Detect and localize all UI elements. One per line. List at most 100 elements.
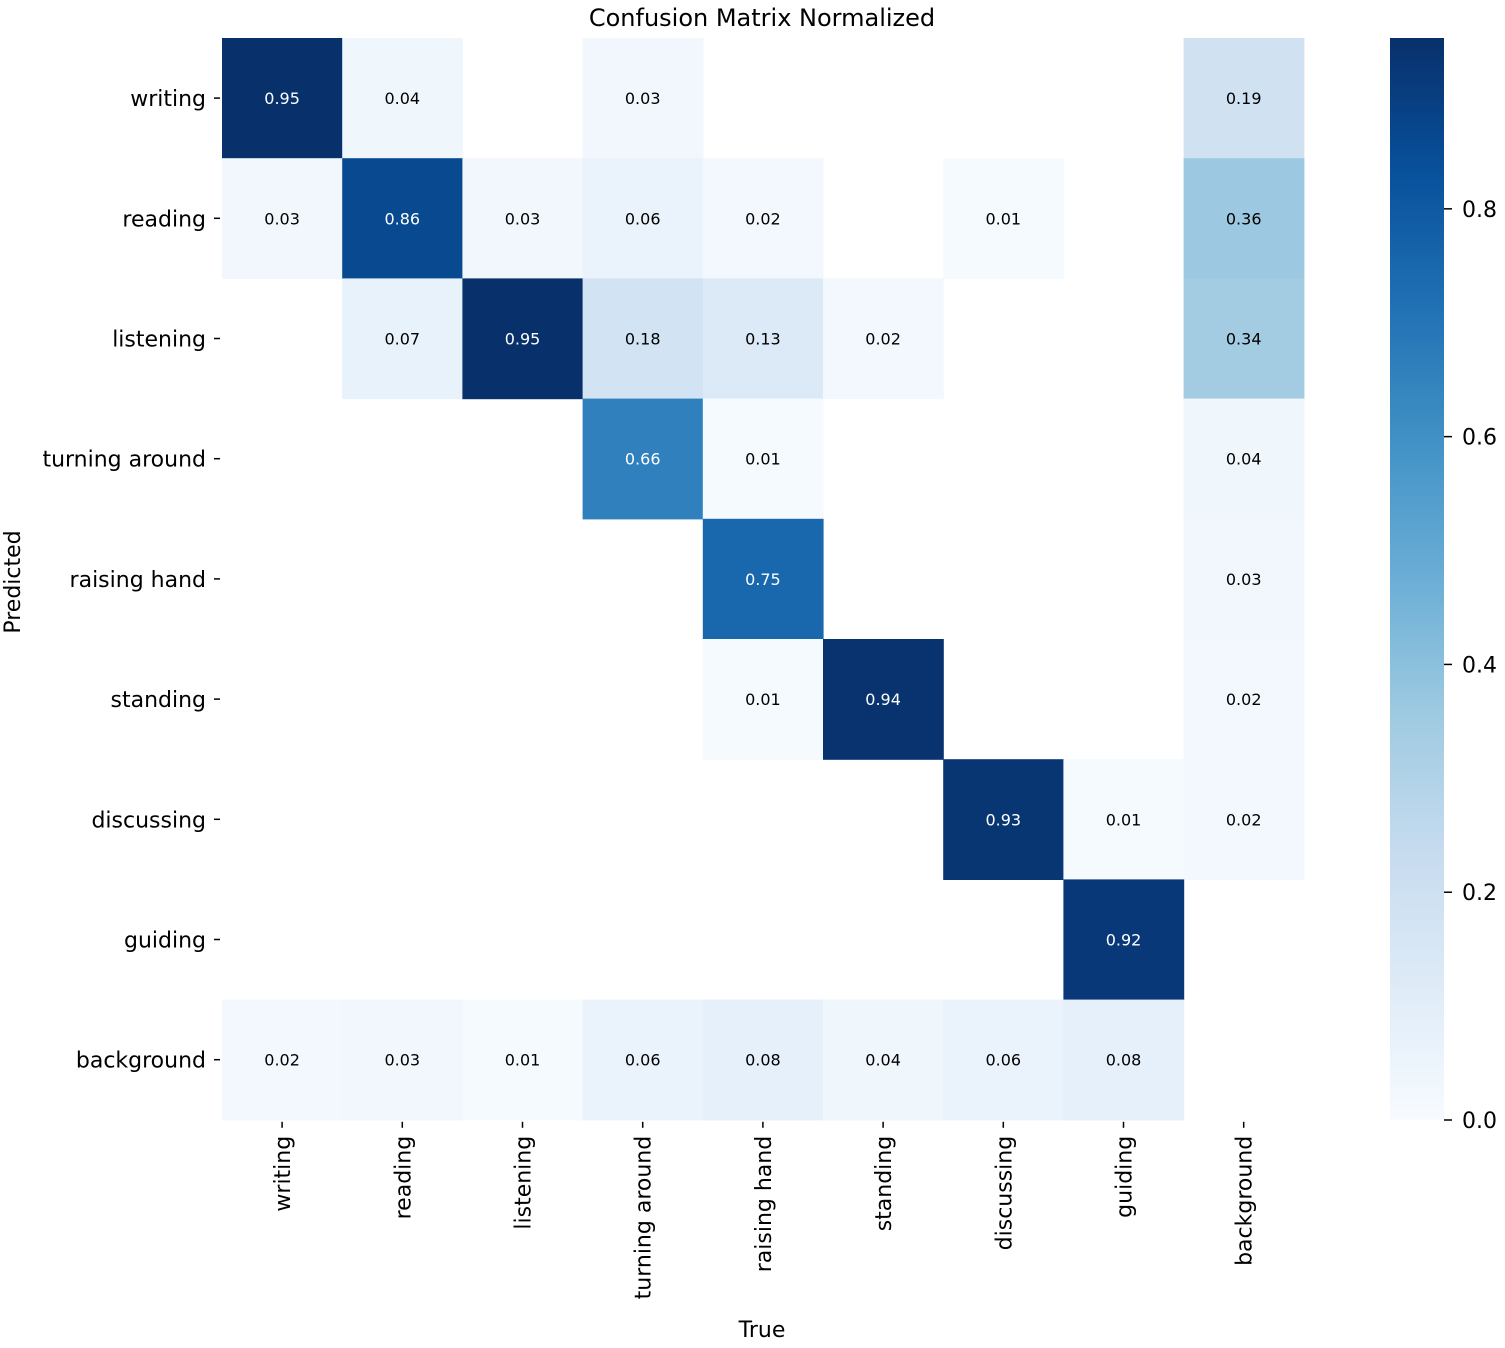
- cell-value-label: 0.02: [264, 1051, 300, 1070]
- heatmap-cell: [222, 158, 343, 279]
- x-tick-label-reading: reading: [391, 1136, 416, 1220]
- heatmap-cell: [1183, 398, 1305, 520]
- cell-value-label: 0.02: [745, 209, 781, 228]
- y-tick-label-background: background: [76, 1049, 206, 1074]
- x-tick-label-listening: listening: [512, 1136, 537, 1230]
- x-axis-label: True: [738, 1318, 786, 1343]
- cell-value-label: 0.18: [625, 330, 661, 349]
- cell-value-label: 0.04: [1226, 450, 1262, 469]
- heatmap-cell: [702, 518, 824, 640]
- heatmap-cell: [582, 158, 704, 279]
- y-tick-label-writing: writing: [130, 87, 206, 112]
- x-tick-label-guiding: guiding: [1113, 1136, 1138, 1218]
- y-tick-label-discussing: discussing: [91, 808, 206, 833]
- heatmap-cell: [1063, 759, 1185, 880]
- cell-value-label: 0.94: [865, 690, 901, 709]
- cell-value-label: 0.08: [745, 1051, 781, 1070]
- cell-value-label: 0.06: [625, 209, 661, 228]
- cell-value-label: 0.01: [1106, 810, 1142, 829]
- heatmap-cell: [1183, 38, 1305, 159]
- cell-value-label: 0.95: [505, 330, 541, 349]
- heatmap-cell: [823, 278, 944, 400]
- cell-value-label: 0.03: [1226, 570, 1262, 589]
- cell-value-label: 0.75: [745, 570, 781, 589]
- cell-value-label: 0.95: [264, 89, 300, 108]
- cell-value-label: 0.02: [1226, 810, 1262, 829]
- heatmap-cells: 0.95 0.04 0.03 0.19 0.03 0.86 0.03 0.06 0.02 0.01…: [222, 38, 1305, 1121]
- cell-value-label: 0.06: [985, 1051, 1021, 1070]
- cell-value-label: 0.02: [1226, 690, 1262, 709]
- heatmap-cell: [222, 38, 343, 159]
- heatmap-cell: [1183, 518, 1305, 640]
- heatmap-cell: [462, 278, 584, 400]
- cell-value-label: 0.66: [625, 450, 661, 469]
- cell-value-label: 0.03: [625, 89, 661, 108]
- colorbar-tick-label: 0.0: [1462, 1109, 1497, 1134]
- cell-value-label: 0.01: [745, 450, 781, 469]
- heatmap-cell: [943, 158, 1064, 279]
- heatmap-cell: [582, 38, 704, 159]
- heatmap-cell: [823, 639, 944, 760]
- cell-value-label: 0.93: [985, 810, 1021, 829]
- y-tick-label-raising-hand: raising hand: [70, 568, 206, 593]
- heatmap-cell: [462, 999, 584, 1121]
- heatmap-cell: [222, 999, 343, 1121]
- cell-value-label: 0.07: [384, 330, 420, 349]
- heatmap-cell: [582, 398, 704, 520]
- colorbar: 0.0 0.2 0.4 0.6 0.8: [1390, 38, 1497, 1134]
- heatmap-cell: [702, 158, 824, 279]
- y-tick-label-standing: standing: [111, 688, 207, 713]
- y-tick-labels: writing reading listening turning around rai…: [42, 87, 220, 1074]
- cell-value-label: 0.92: [1106, 931, 1142, 950]
- x-tick-label-turning-around: turning around: [632, 1136, 657, 1300]
- heatmap-cell: [1063, 879, 1185, 1001]
- colorbar-tick-label: 0.2: [1462, 881, 1497, 906]
- heatmap-cell: [342, 38, 463, 159]
- cell-value-label: 0.19: [1226, 89, 1262, 108]
- colorbar-gradient: [1390, 38, 1444, 1120]
- heatmap-cell: [702, 398, 824, 520]
- heatmap-cell: [462, 158, 584, 279]
- y-axis-label: Predicted: [1, 530, 26, 633]
- heatmap-cell: [1063, 999, 1185, 1121]
- heatmap-cell: [582, 999, 704, 1121]
- heatmap-cell: [943, 759, 1064, 880]
- cell-value-label: 0.03: [505, 209, 541, 228]
- cell-value-label: 0.02: [865, 330, 901, 349]
- cell-value-label: 0.86: [384, 209, 420, 228]
- y-tick-label-guiding: guiding: [124, 929, 206, 954]
- heatmap-cell: [943, 999, 1064, 1121]
- colorbar-tick-label: 0.4: [1462, 653, 1497, 678]
- cell-value-label: 0.01: [505, 1051, 541, 1070]
- heatmap-cell: [702, 639, 824, 760]
- heatmap-cell: [823, 999, 944, 1121]
- cell-value-label: 0.04: [384, 89, 420, 108]
- cell-value-label: 0.08: [1106, 1051, 1142, 1070]
- y-tick-label-reading: reading: [122, 207, 206, 232]
- x-tick-label-background: background: [1233, 1136, 1258, 1266]
- heatmap-cell: [702, 999, 824, 1121]
- cell-value-label: 0.36: [1226, 209, 1262, 228]
- cell-value-label: 0.01: [745, 690, 781, 709]
- heatmap-cell: [342, 999, 463, 1121]
- heatmap-cell: [342, 278, 463, 400]
- heatmap-cell: [342, 158, 463, 279]
- x-tick-label-writing: writing: [271, 1136, 296, 1212]
- heatmap-cell: [582, 278, 704, 400]
- x-tick-label-discussing: discussing: [992, 1136, 1017, 1251]
- cell-value-label: 0.13: [745, 330, 781, 349]
- cell-value-label: 0.34: [1226, 330, 1262, 349]
- colorbar-tick-label: 0.6: [1462, 426, 1497, 451]
- heatmap-cell: [1183, 158, 1305, 279]
- heatmap-cell: [1183, 639, 1305, 760]
- cell-value-label: 0.04: [865, 1051, 901, 1070]
- cell-value-label: 0.01: [985, 209, 1021, 228]
- cell-value-label: 0.03: [384, 1051, 420, 1070]
- x-tick-label-raising-hand: raising hand: [752, 1136, 777, 1272]
- heatmap-cell: [702, 278, 824, 400]
- heatmap-cell: [1183, 759, 1305, 880]
- x-tick-label-standing: standing: [872, 1136, 897, 1232]
- chart-title: Confusion Matrix Normalized: [589, 4, 935, 32]
